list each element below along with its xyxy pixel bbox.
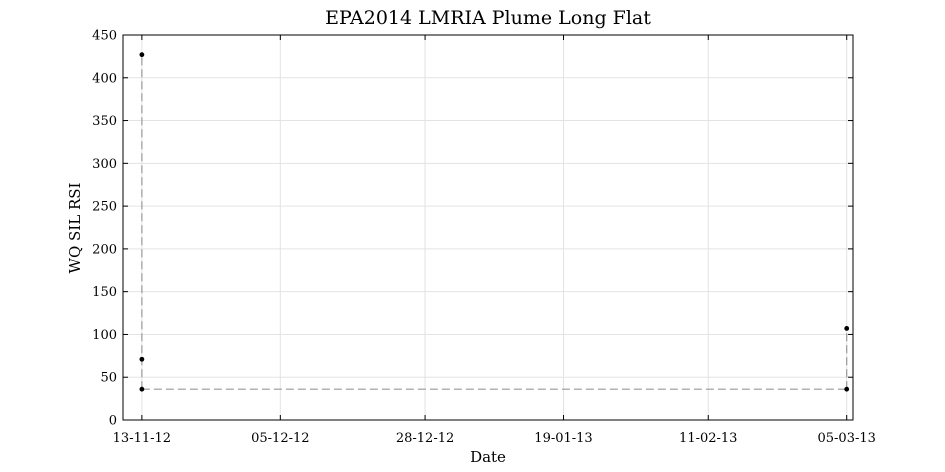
data-point [139, 356, 145, 362]
x-tick-label: 28-12-12 [396, 431, 454, 446]
y-tick-label: 100 [92, 328, 117, 343]
x-tick-label: 05-12-12 [251, 431, 309, 446]
x-tick-label: 11-02-13 [679, 431, 737, 446]
x-tick-label: 05-03-13 [817, 431, 875, 446]
data-points [139, 52, 850, 392]
plot-frame [122, 34, 854, 421]
y-tick-label: 250 [92, 200, 117, 215]
data-point [139, 52, 145, 58]
y-tick-label: 0 [109, 414, 117, 429]
grid [123, 35, 853, 420]
y-axis-label: WQ SIL RSI [66, 182, 84, 273]
data-point [844, 326, 850, 331]
y-tick-label: 400 [92, 71, 117, 86]
reference-lines [141, 54, 848, 390]
x-tick-label: 19-01-13 [534, 431, 592, 446]
x-tick-label: 13-11-12 [113, 431, 171, 446]
y-tick-label: 350 [92, 114, 117, 129]
y-tick-label: 150 [92, 285, 117, 300]
chart-title: EPA2014 LMRIA Plume Long Flat [325, 7, 651, 29]
y-tick-label: 300 [92, 157, 117, 172]
x-axis-label: Date [470, 448, 506, 466]
y-tick-label: 200 [92, 242, 117, 257]
data-point [844, 386, 850, 392]
y-tick-label: 50 [100, 371, 117, 386]
data-point [139, 386, 145, 392]
ticks: 0 50 100 150 200 250 300 350 400 450 13-11-12 05-12… [92, 29, 876, 447]
y-tick-label: 450 [92, 29, 117, 44]
